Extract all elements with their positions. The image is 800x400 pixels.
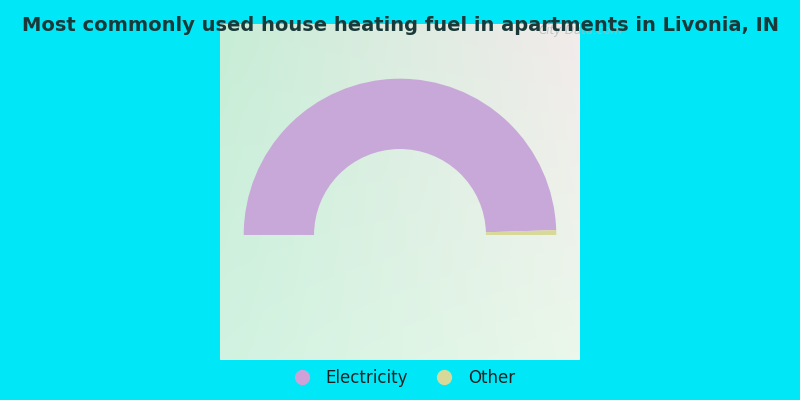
Text: Most commonly used house heating fuel in apartments in Livonia, IN: Most commonly used house heating fuel in…	[22, 16, 778, 35]
Legend: Electricity, Other: Electricity, Other	[278, 362, 522, 394]
Text: City-Data.com: City-Data.com	[538, 24, 623, 37]
Wedge shape	[486, 230, 556, 235]
Wedge shape	[244, 79, 556, 235]
